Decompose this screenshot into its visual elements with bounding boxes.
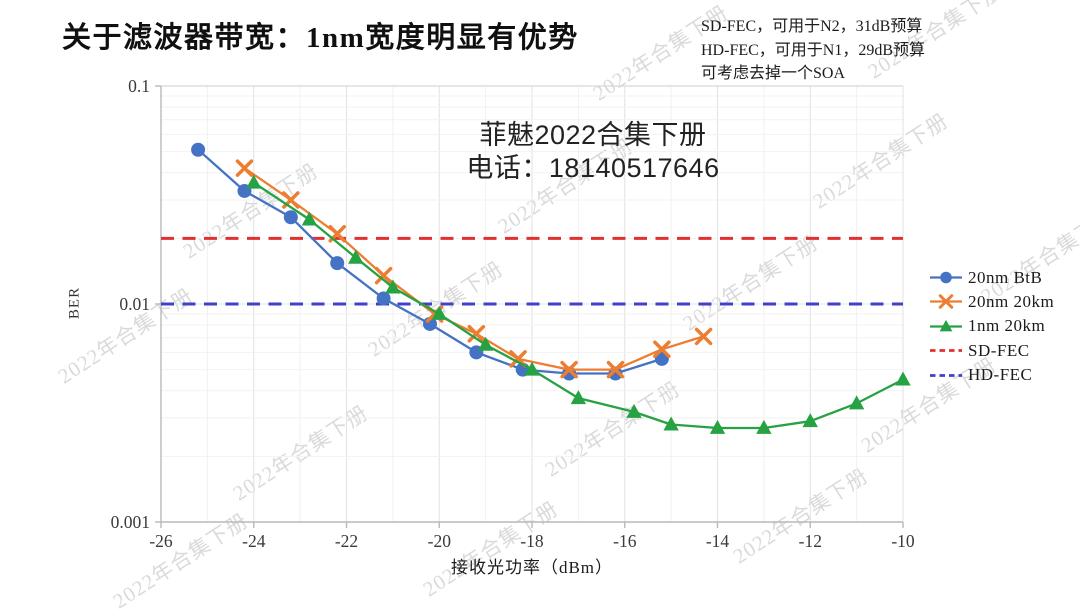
legend-item-1nm-20km: 1nm 20km <box>929 316 1054 336</box>
legend-item-20nm-btb: 20nm BtB <box>929 267 1054 287</box>
x-tick-labels: -26 -24 -22 -20 -18 -16 -14 -12 -10 <box>149 531 915 551</box>
y-tick-labels: 0.1 0.01 0.001 <box>111 76 150 532</box>
legend-item-hd-fec: HD-FEC <box>929 365 1054 385</box>
page-title: 关于滤波器带宽：1nm宽度明显有优势 <box>62 22 579 54</box>
chart-legend: 20nm BtB 20nm 20km 1nm 20km SD-FEC HD-FE… <box>929 267 1055 391</box>
series-1nm-20km <box>246 174 911 434</box>
legend-item-sd-fec: SD-FEC <box>929 340 1054 360</box>
svg-text:-12: -12 <box>799 531 822 551</box>
svg-text:0.001: 0.001 <box>111 512 150 532</box>
x-axis-title: 接收光功率（dBm） <box>450 558 614 577</box>
svg-text:-22: -22 <box>335 531 358 551</box>
red-dashed-line-icon <box>930 349 962 353</box>
svg-text:-24: -24 <box>242 531 266 551</box>
x-marker-icon <box>930 294 962 310</box>
blue-dashed-line-icon <box>930 373 962 377</box>
series-20nm-20km <box>235 159 713 379</box>
annotation-line-1: SD-FEC，可用于N2，31dB预算 <box>701 18 923 35</box>
legend-label: HD-FEC <box>968 365 1033 385</box>
legend-label: 20nm BtB <box>968 267 1043 287</box>
center-watermark-line1: 菲魅2022合集下册 <box>479 120 707 150</box>
y-axis-title: BER <box>66 286 83 320</box>
svg-text:-20: -20 <box>428 531 452 551</box>
legend-label: 20nm 20km <box>968 291 1055 311</box>
annotation-line-2: HD-FEC，可用于N1，29dB预算 <box>701 41 926 59</box>
svg-text:-26: -26 <box>149 531 173 551</box>
svg-text:-18: -18 <box>520 531 544 551</box>
annotation-line-3: 可考虑去掉一个SOA <box>701 65 846 82</box>
legend-label: 1nm 20km <box>968 316 1046 336</box>
legend-item-20nm-20km: 20nm 20km <box>929 291 1055 311</box>
svg-text:0.1: 0.1 <box>128 76 150 96</box>
triangle-marker-icon <box>930 319 962 332</box>
fec-annotation: SD-FEC，可用于N2，31dB预算 HD-FEC，可用于N1，29dB预算 … <box>701 15 925 86</box>
center-watermark: 菲魅2022合集下册 电话：18140517646 <box>466 119 719 185</box>
circle-marker-icon <box>930 271 962 284</box>
center-watermark-line2: 电话：18140517646 <box>466 153 720 183</box>
axes <box>155 85 904 528</box>
legend-label: SD-FEC <box>968 340 1030 360</box>
svg-text:-14: -14 <box>706 531 730 551</box>
svg-text:0.01: 0.01 <box>119 294 150 314</box>
svg-text:-16: -16 <box>613 531 637 551</box>
svg-text:-10: -10 <box>891 531 915 551</box>
